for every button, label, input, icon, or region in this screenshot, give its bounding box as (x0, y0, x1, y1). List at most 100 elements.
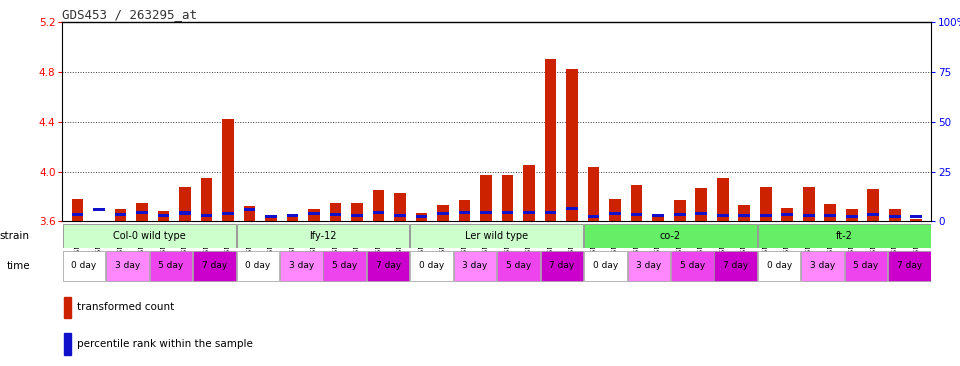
Bar (157, 212, 169, 221)
Bar (62, 224, 236, 248)
Bar (437, 205, 449, 221)
Bar (329, 213, 342, 216)
Bar (714, 251, 757, 281)
Bar (367, 251, 410, 281)
Text: time: time (6, 261, 30, 271)
Bar (64, 296, 71, 318)
Bar (757, 251, 801, 281)
Bar (584, 251, 627, 281)
Bar (695, 188, 707, 221)
Bar (846, 215, 857, 218)
Bar (201, 214, 212, 217)
Bar (825, 214, 836, 217)
Text: 3 day: 3 day (115, 261, 140, 270)
Bar (62, 251, 106, 281)
Text: lfy-12: lfy-12 (309, 231, 337, 241)
Bar (244, 208, 255, 211)
Text: 5 day: 5 day (680, 261, 705, 270)
Bar (395, 214, 406, 217)
Text: ft-2: ft-2 (836, 231, 852, 241)
Bar (544, 211, 557, 214)
Bar (757, 224, 931, 248)
Bar (459, 200, 470, 221)
Text: 3 day: 3 day (463, 261, 488, 270)
Bar (695, 212, 707, 216)
Bar (631, 185, 642, 221)
Bar (523, 211, 535, 214)
Bar (738, 205, 750, 221)
Bar (410, 224, 584, 248)
Bar (114, 213, 127, 216)
Bar (265, 218, 276, 221)
Text: transformed count: transformed count (77, 302, 175, 312)
Bar (588, 215, 599, 218)
Bar (280, 251, 323, 281)
Bar (540, 251, 584, 281)
Text: strain: strain (0, 231, 30, 241)
Bar (107, 251, 149, 281)
Bar (584, 224, 757, 248)
Bar (888, 251, 931, 281)
Text: 3 day: 3 day (810, 261, 835, 270)
Bar (566, 69, 578, 221)
Bar (287, 214, 299, 217)
Bar (759, 187, 772, 221)
Bar (802, 251, 844, 281)
Bar (566, 207, 578, 210)
Text: 0 day: 0 day (245, 261, 271, 270)
Bar (781, 213, 793, 216)
Bar (671, 251, 713, 281)
Bar (93, 208, 105, 211)
Bar (372, 190, 384, 221)
Bar (72, 199, 84, 221)
Bar (136, 211, 148, 214)
Bar (410, 251, 453, 281)
Bar (717, 214, 729, 217)
Bar (889, 209, 900, 221)
Bar (236, 224, 410, 248)
Bar (674, 200, 685, 221)
Text: 0 day: 0 day (71, 261, 97, 270)
Bar (114, 209, 127, 221)
Bar (502, 175, 514, 221)
Bar (480, 211, 492, 214)
Bar (136, 203, 148, 221)
Bar (738, 214, 750, 217)
Bar (523, 165, 535, 221)
Bar (631, 213, 642, 216)
Bar (150, 251, 192, 281)
Text: GDS453 / 263295_at: GDS453 / 263295_at (62, 8, 198, 21)
Bar (265, 215, 276, 218)
Text: 7 day: 7 day (549, 261, 575, 270)
Bar (395, 193, 406, 221)
Text: percentile rank within the sample: percentile rank within the sample (77, 339, 252, 349)
Bar (502, 211, 514, 214)
Bar (610, 199, 621, 221)
Bar (459, 211, 470, 214)
Bar (180, 187, 191, 221)
Bar (201, 178, 212, 221)
Bar (610, 212, 621, 216)
Bar (781, 208, 793, 221)
Text: 0 day: 0 day (766, 261, 792, 270)
Text: co-2: co-2 (660, 231, 682, 241)
Text: 3 day: 3 day (636, 261, 661, 270)
Bar (287, 215, 299, 221)
Bar (416, 213, 427, 221)
Bar (351, 214, 363, 217)
Bar (717, 178, 729, 221)
Bar (308, 212, 320, 216)
Bar (329, 203, 342, 221)
Bar (544, 59, 557, 221)
Bar (437, 212, 449, 216)
Bar (351, 203, 363, 221)
Bar (454, 251, 496, 281)
Bar (372, 211, 384, 214)
Bar (480, 175, 492, 221)
Bar (497, 251, 540, 281)
Bar (759, 214, 772, 217)
Bar (846, 209, 857, 221)
Bar (867, 189, 879, 221)
Bar (236, 251, 279, 281)
Bar (628, 251, 670, 281)
